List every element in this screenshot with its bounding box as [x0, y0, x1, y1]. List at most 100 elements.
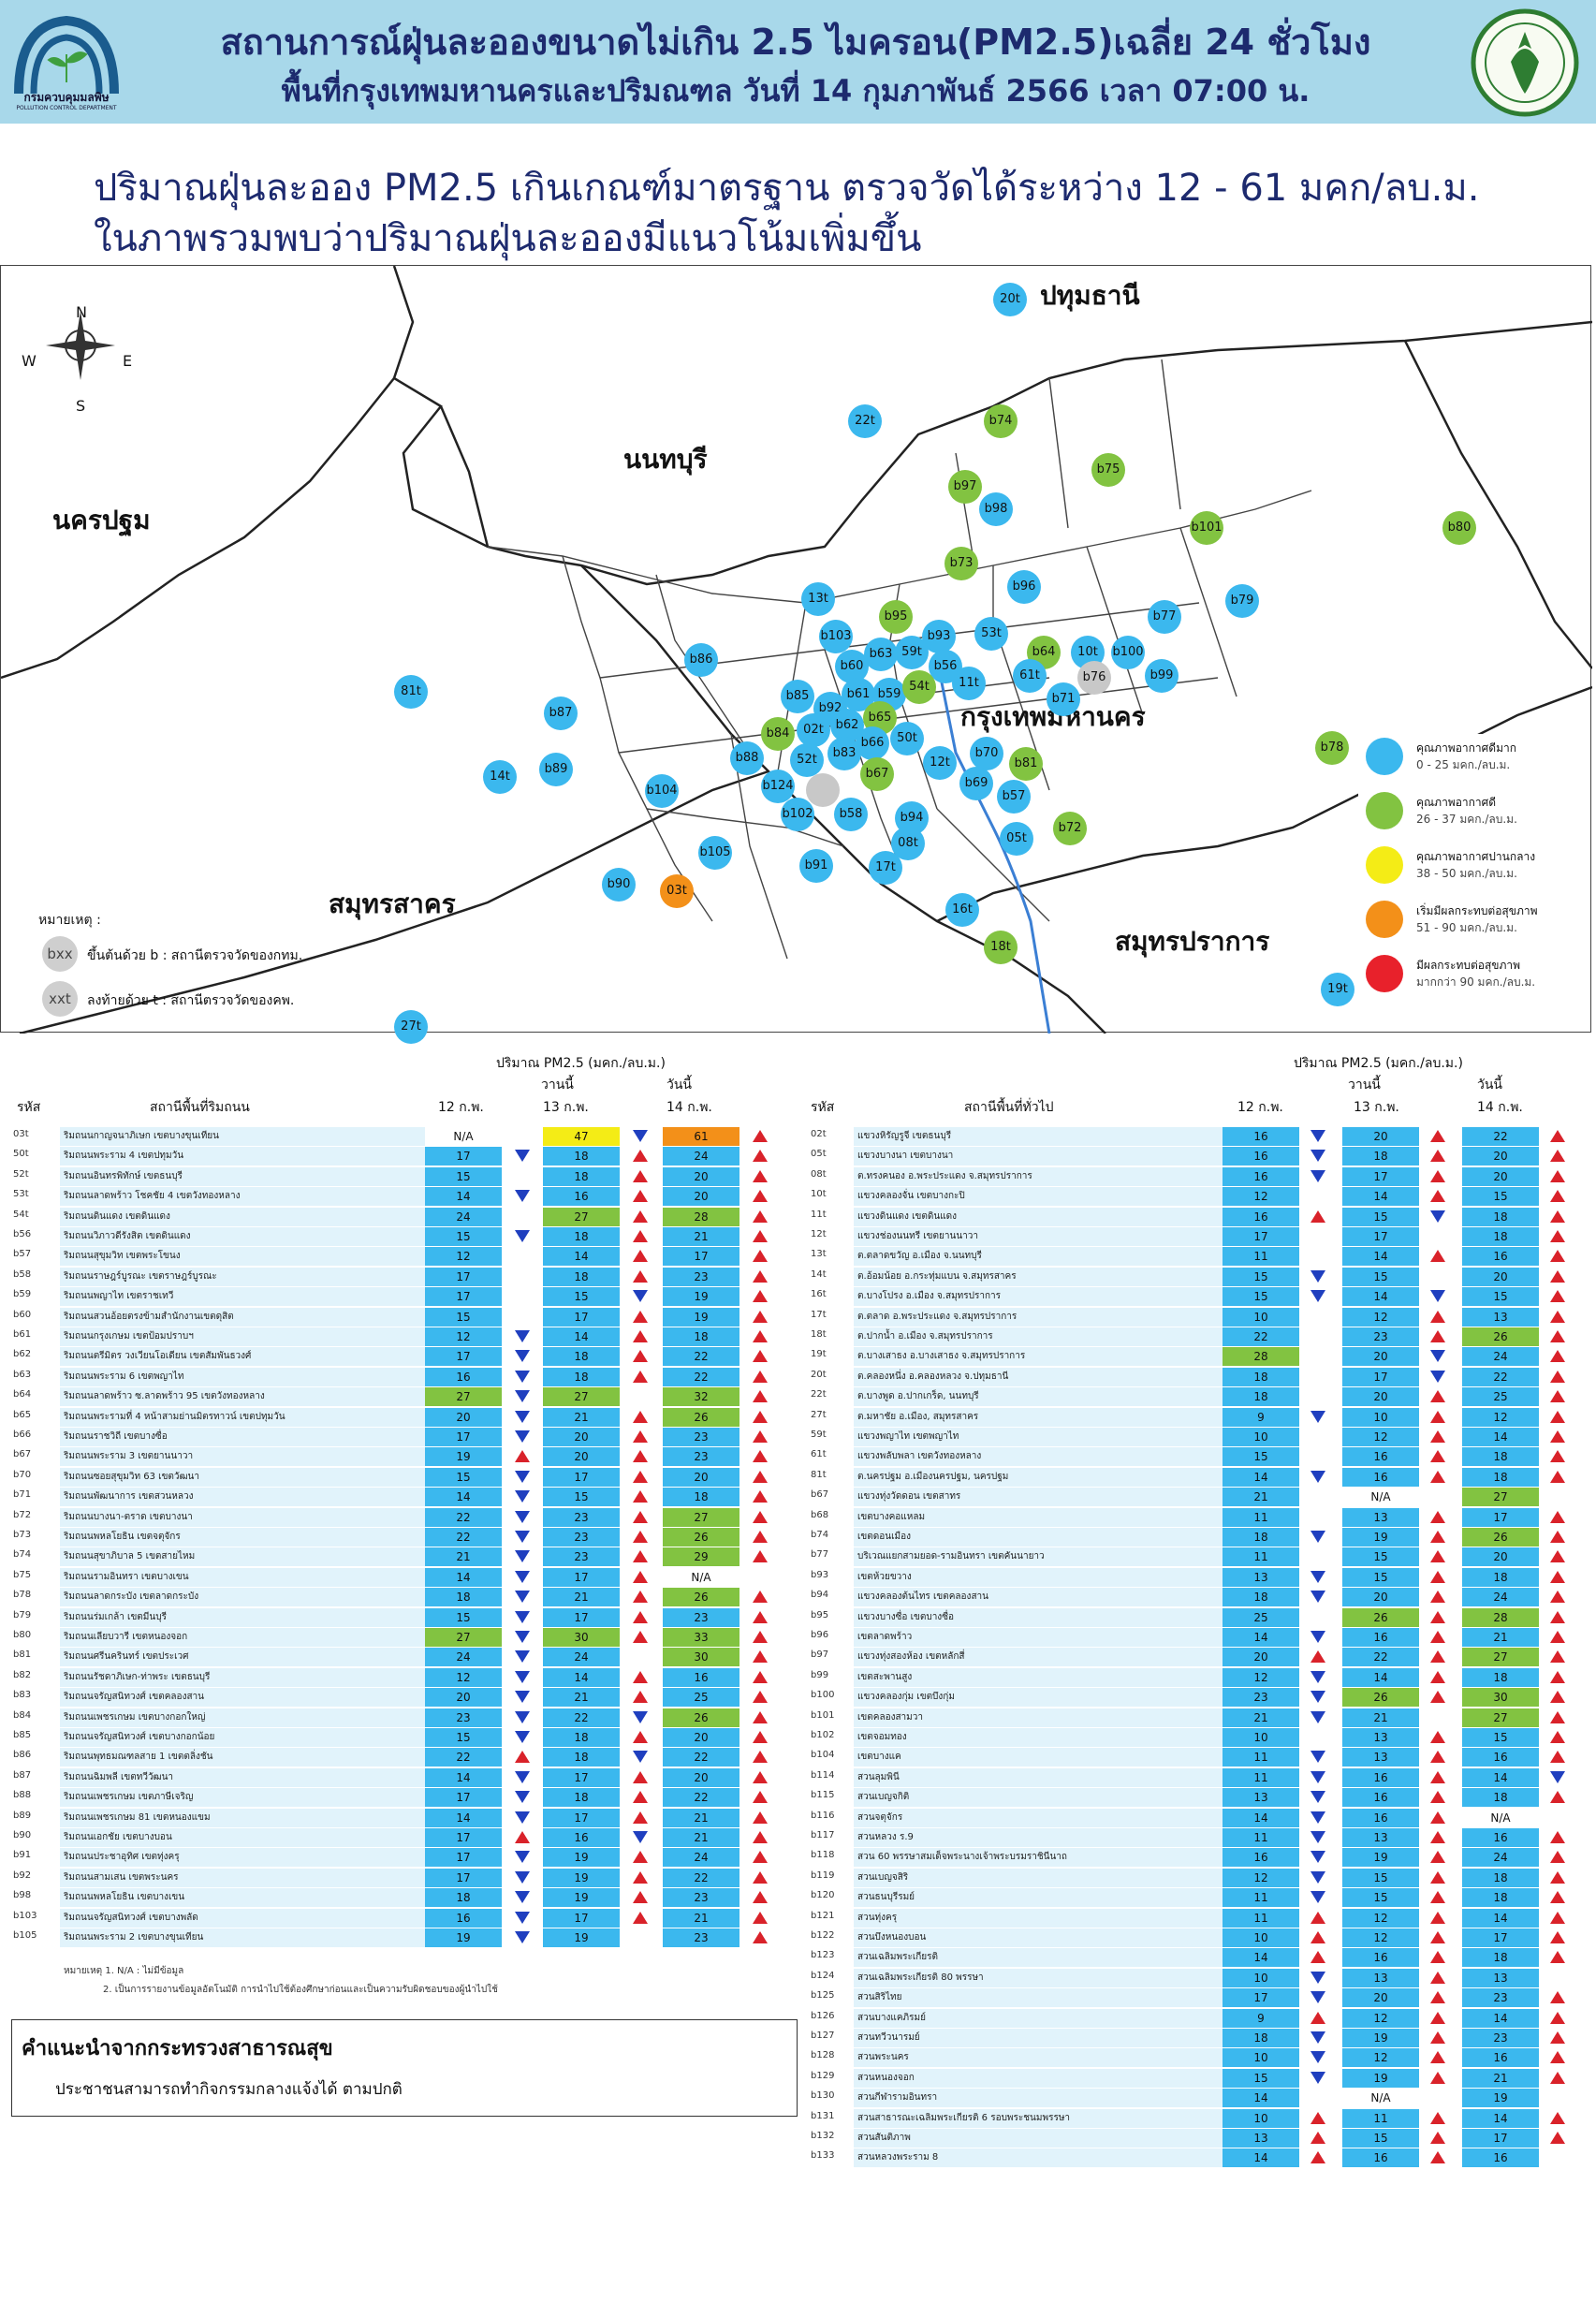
pm-value-14feb: 17 [1462, 2129, 1539, 2148]
pm-value-13feb: 21 [1342, 1708, 1419, 1727]
station-marker: b72 [1053, 812, 1087, 845]
trend-down-icon [1310, 1531, 1325, 1543]
station-name: สวนเบญจสิริ [854, 1868, 1249, 1887]
pm-value-14feb: 16 [1462, 1828, 1539, 1847]
station-marker: b102 [781, 798, 814, 831]
station-code: 02t [811, 1129, 827, 1139]
station-name: ริมถนนประชาอุทิศ เขตทุ่งครุ [60, 1848, 431, 1868]
station-name: แขวงช่องนนทรี เขตยานนาวา [854, 1227, 1249, 1246]
station-name: ริมถนนดินแดง เขตดินแดง [60, 1207, 431, 1226]
station-code: 14t [811, 1268, 827, 1280]
pm-value-13feb: 20 [1342, 1588, 1419, 1607]
station-name: ริมถนนร่มเกล้า เขตมีนบุรี [60, 1607, 431, 1627]
station-code: 50t [13, 1149, 29, 1160]
pm-value-12feb: 24 [425, 1648, 502, 1667]
pm-value-13feb: 23 [543, 1528, 620, 1547]
note-key-xxt-label: ลงท้ายด้วย t : สถานีตรวจวัดของคพ. [87, 993, 295, 1008]
station-name: ต.ตลาด อ.พระประแดง จ.สมุทรปราการ [854, 1307, 1249, 1327]
pm-value-14feb: 25 [663, 1688, 739, 1708]
table-row: b117 สวนหลวง ร.9 11 13 16 [811, 1828, 1588, 1848]
pm-value-12feb: 10 [1223, 2048, 1299, 2068]
station-marker: b70 [970, 737, 1003, 770]
trend-up-icon [753, 1150, 768, 1163]
pm-value-13feb: 17 [543, 1808, 620, 1827]
pm-value-12feb: 17 [425, 1828, 502, 1847]
trend-up-icon [1550, 1410, 1565, 1423]
pm-value-14feb: 33 [663, 1628, 739, 1647]
station-marker: 22t [848, 404, 882, 438]
station-marker: 14t [483, 760, 517, 794]
table-row: b129 สวนหนองจอก 15 19 21 [811, 2068, 1588, 2089]
pm-value-12feb: 14 [1223, 2089, 1299, 2108]
pm-value-14feb: 18 [1462, 1207, 1539, 1226]
trend-up-icon [1310, 1650, 1325, 1664]
station-name: สวนสาธารณะเฉลิมพระเกียรติ 6 รอบพระชนมพรร… [854, 2108, 1249, 2128]
trend-up-icon [753, 1791, 768, 1804]
compass-w: W [22, 352, 37, 370]
pm-value-14feb: 27 [1462, 1488, 1539, 1507]
pm-value-13feb: 16 [1342, 1788, 1419, 1808]
trend-up-icon [753, 1811, 768, 1824]
station-name: เขตสะพานสูง [854, 1667, 1249, 1687]
station-code: 59t [811, 1430, 827, 1440]
table-row: 12t แขวงช่องนนทรี เขตยานนาวา 17 17 18 [811, 1227, 1588, 1247]
trend-up-icon [753, 1269, 768, 1283]
table-row: b130 สวนกีฬารามอินทรา 14 N/A 19 [811, 2089, 1588, 2108]
trend-down-icon [1310, 1670, 1325, 1683]
pm-value-13feb: N/A [1342, 1488, 1419, 1507]
trend-up-icon [633, 1791, 648, 1804]
trend-up-icon [1430, 1390, 1445, 1403]
pm-value-13feb: 22 [543, 1708, 620, 1727]
trend-up-icon [753, 1870, 768, 1884]
table-row: b98 ริมถนนพหลโยธิน เขตบางเขน 18 19 23 [13, 1888, 781, 1908]
trend-up-icon [753, 1290, 768, 1303]
table-row: 54t ริมถนนดินแดง เขตดินแดง 24 27 28 [13, 1207, 781, 1227]
headline-line1: ปริมาณฝุ่นละออง PM2.5 เกินเกณฑ์มาตรฐาน ต… [94, 167, 1480, 210]
trend-down-icon [1310, 1710, 1325, 1723]
pm-value-12feb: 15 [425, 1728, 502, 1747]
pm-value-12feb: 16 [1223, 1147, 1299, 1166]
station-name: แขวงพญาไท เขตพญาไท [854, 1428, 1249, 1446]
trend-up-icon [753, 1190, 768, 1203]
pm-value-14feb: 20 [663, 1187, 739, 1207]
station-marker: b105 [698, 836, 732, 870]
pm-value-13feb: 14 [1342, 1287, 1419, 1307]
station-name: ริมถนนลาดพร้าว ซ.ลาดพร้าว 95 เขตวังทองหล… [60, 1387, 431, 1407]
pm-value-14feb: 20 [1462, 1267, 1539, 1286]
trend-up-icon [1550, 1169, 1565, 1182]
station-name: ต.ทรงคนอง อ.พระประแดง จ.สมุทรปราการ [854, 1166, 1249, 1186]
trend-down-icon [1310, 1791, 1325, 1804]
trend-up-icon [633, 1731, 648, 1743]
pm-value-14feb: 21 [1462, 1628, 1539, 1647]
pm-value-14feb: 19 [663, 1287, 739, 1307]
pm-value-13feb: 30 [543, 1628, 620, 1647]
trend-up-icon [1430, 1731, 1445, 1743]
table-row: b75 ริมถนนรามอินทรา เขตบางเขน 14 17 N/A [13, 1567, 781, 1588]
trend-up-icon [1550, 1650, 1565, 1664]
table-row: b63 ริมถนนพระราม 6 เขตพญาไท 16 18 22 [13, 1367, 781, 1387]
trend-down-icon [515, 1631, 530, 1643]
pm-value-13feb: 26 [1342, 1607, 1419, 1627]
pm-value-12feb: 11 [1223, 1767, 1299, 1787]
pm-value-14feb: 18 [1462, 1868, 1539, 1887]
pm-value-12feb: 16 [425, 1367, 502, 1386]
trend-up-icon [1430, 2051, 1445, 2064]
legend-range: 51 - 90 มคก./ลบ.ม. [1416, 921, 1517, 934]
pm-value-13feb: 21 [543, 1407, 620, 1427]
table-row: b77 บริเวณแยกสามยอด-รามอินทรา เขตคันนายาว… [811, 1547, 1588, 1567]
pm-value-12feb: 27 [425, 1387, 502, 1407]
trend-down-icon [515, 1650, 530, 1664]
trend-up-icon [1430, 1570, 1445, 1583]
trend-up-icon [753, 1670, 768, 1683]
station-marker: b63 [864, 638, 898, 671]
trend-up-icon [1430, 1911, 1445, 1924]
table-row: b124 สวนเฉลิมพระเกียรติ 80 พรรษา 10 13 13 [811, 1968, 1588, 1988]
left-date-12: 12 ก.พ. [438, 1100, 484, 1115]
table-row: b56 ริมถนนวิภาวดีรังสิต เขตดินแดง 15 18 21 [13, 1227, 781, 1247]
station-marker: b78 [1315, 731, 1349, 765]
pm-value-14feb: 13 [1462, 1968, 1539, 1987]
table-row: b83 ริมถนนจรัญสนิทวงศ์ เขตคลองสาน 20 21 25 [13, 1688, 781, 1708]
table-row: b128 สวนพระนคร 10 12 16 [811, 2048, 1588, 2068]
station-marker: 27t [394, 1010, 428, 1044]
table-row: b102 เขตจอมทอง 10 13 15 [811, 1728, 1588, 1748]
